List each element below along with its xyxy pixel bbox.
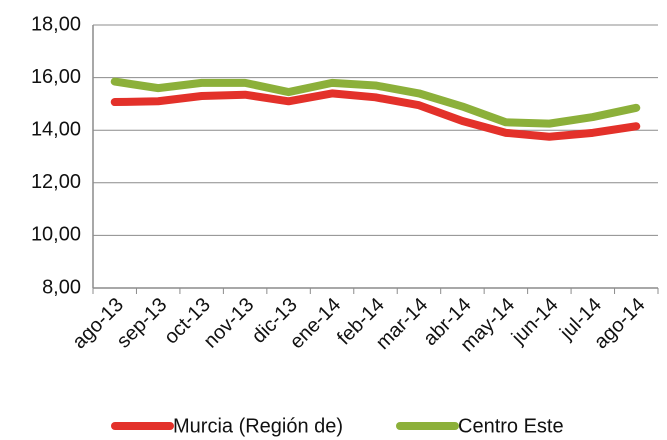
line-series — [110, 89, 641, 141]
x-tick-label: nov-13 — [200, 294, 259, 353]
legend-label: Centro Este — [458, 415, 564, 437]
x-tick-label: sep-13 — [113, 294, 172, 353]
x-tick-label: jun-14 — [507, 294, 563, 350]
y-tick-label: 8,00 — [42, 276, 81, 298]
y-tick-label: 12,00 — [31, 171, 81, 193]
y-tick-label: 16,00 — [31, 66, 81, 88]
y-tick-label: 14,00 — [31, 118, 81, 140]
line-series — [110, 77, 641, 128]
legend-label: Murcia (Región de) — [173, 415, 343, 437]
y-tick-label: 18,00 — [31, 13, 81, 35]
y-tick-label: 10,00 — [31, 224, 81, 246]
